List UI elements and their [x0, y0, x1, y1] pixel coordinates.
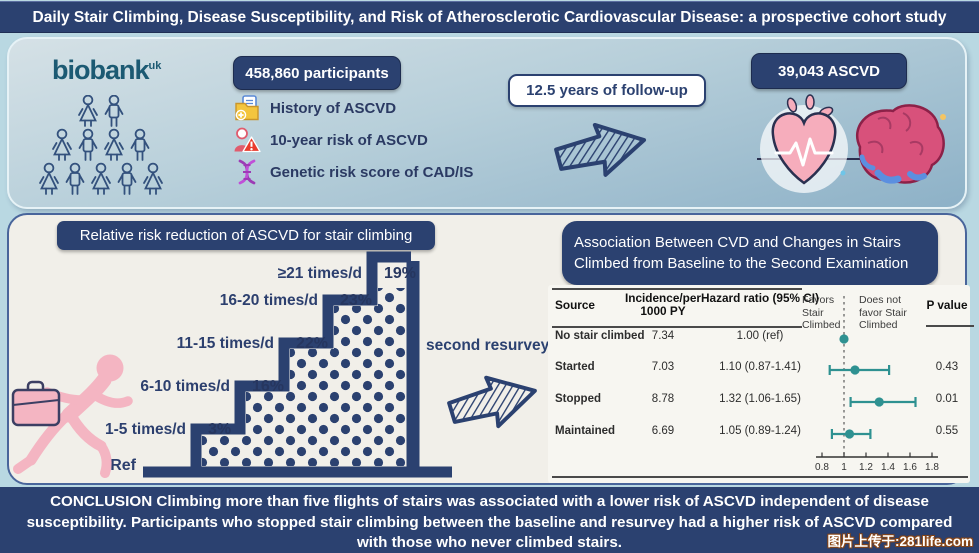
risk-item-label: History of ASCVD [270, 99, 397, 117]
table-cell-source: Maintained [555, 425, 616, 437]
arrow-right-icon [552, 113, 652, 190]
watermark: 图片上传于:281life.com [827, 534, 973, 549]
table-rule [552, 326, 802, 328]
col-header-incidence: Incidence/per 1000 PY [624, 291, 702, 318]
risk-factor-list: History of ASCVD 10-year risk of ASCVD G… [233, 92, 473, 188]
svg-text:23%: 23% [340, 292, 372, 309]
table-cell-incidence: 7.34 [651, 330, 675, 342]
forest-label-favors: Favors Stair Climbed [802, 294, 841, 331]
table-cell-pvalue: 0.43 [935, 361, 959, 373]
biobank-logo-sup: uk [148, 60, 162, 72]
svg-text:22%: 22% [296, 335, 328, 352]
col-header-hazard: Hazard ratio (95% CI) [701, 291, 819, 305]
ascvd-outcome-badge: 39,043 ASCVD [751, 53, 907, 89]
association-table-background [548, 285, 970, 483]
svg-text:16-20 times/d: 16-20 times/d [220, 292, 318, 309]
table-rule [552, 476, 968, 478]
resurvey-label: second resurvey [426, 337, 550, 354]
svg-text:19%: 19% [384, 265, 416, 282]
table-cell-source: Stopped [555, 393, 601, 405]
page-title: Daily Stair Climbing, Disease Susceptibi… [0, 1, 979, 33]
population-pyramid-icon [36, 94, 168, 202]
biobank-logo-text: biobank [52, 55, 150, 85]
risk-item: Genetic risk score of CAD/IS [233, 156, 473, 188]
heart-brain-icon [752, 91, 948, 214]
person-warning-icon [233, 126, 261, 154]
folder-document-icon [233, 94, 261, 122]
cohort-panel: biobankuk 458,860 participants History o… [7, 37, 967, 209]
stair-panel-title: Relative risk reduction of ASCVD for sta… [57, 221, 435, 250]
results-panel: Relative risk reduction of ASCVD for sta… [7, 213, 974, 485]
svg-text:≥21 times/d: ≥21 times/d [278, 265, 362, 282]
svg-text:1.6: 1.6 [903, 462, 917, 473]
table-cell-incidence: 6.69 [651, 425, 675, 437]
svg-text:0.8: 0.8 [815, 462, 829, 473]
biobank-logo: biobankuk [52, 55, 161, 86]
svg-text:3%: 3% [208, 421, 231, 438]
risk-item: 10-year risk of ASCVD [233, 124, 473, 156]
table-cell-hazard-ratio: 1.32 (1.06-1.65) [719, 393, 801, 405]
col-header-pvalue: P value [926, 298, 968, 312]
table-cell-hazard-ratio: 1.00 (ref) [736, 330, 784, 342]
table-cell-incidence: 8.78 [651, 393, 675, 405]
svg-text:1.8: 1.8 [925, 462, 939, 473]
table-cell-hazard-ratio: 1.10 (0.87-1.41) [719, 361, 801, 373]
table-cell-incidence: 7.03 [651, 361, 675, 373]
conclusion-text: CONCLUSION Climbing more than five fligh… [26, 493, 953, 551]
col-header-source: Source [555, 298, 595, 312]
svg-text:Ref: Ref [110, 457, 136, 474]
svg-text:6-10 times/d: 6-10 times/d [140, 378, 230, 395]
table-cell-source: No stair climbed [555, 330, 645, 342]
stair-chart: 1-5 times/d 3% 6-10 times/d 16% 11-15 times/… [10, 248, 460, 491]
table-rule [926, 325, 974, 327]
conclusion-bar: CONCLUSION Climbing more than five fligh… [0, 487, 979, 553]
svg-text:1.2: 1.2 [859, 462, 873, 473]
forest-plot: 0.8 1 1.2 1.4 1.6 1.8 [797, 290, 973, 487]
table-rule [552, 288, 802, 290]
association-panel-title: Association Between CVD and Changes in S… [562, 221, 938, 285]
svg-text:1.4: 1.4 [881, 462, 895, 473]
forest-label-does-not-favor: Does not favor Stair Climbed [859, 294, 907, 331]
svg-text:1-5 times/d: 1-5 times/d [105, 421, 186, 438]
runner-person-icon [7, 348, 147, 489]
page-title-text: Daily Stair Climbing, Disease Susceptibi… [32, 9, 947, 26]
arrow-right-icon [445, 362, 543, 445]
dna-icon [233, 158, 261, 186]
svg-text:16%: 16% [252, 378, 284, 395]
svg-text:1: 1 [841, 462, 847, 473]
svg-text:11-15 times/d: 11-15 times/d [177, 335, 274, 352]
risk-item-label: Genetic risk score of CAD/IS [270, 163, 474, 181]
table-cell-pvalue: 0.55 [935, 425, 959, 437]
table-cell-source: Started [555, 361, 595, 373]
participants-badge: 458,860 participants [233, 56, 401, 90]
table-cell-hazard-ratio: 1.05 (0.89-1.24) [719, 425, 801, 437]
table-cell-pvalue: 0.01 [935, 393, 959, 405]
risk-item: History of ASCVD [233, 92, 473, 124]
followup-badge: 12.5 years of follow-up [508, 74, 706, 107]
risk-item-label: 10-year risk of ASCVD [270, 131, 428, 149]
